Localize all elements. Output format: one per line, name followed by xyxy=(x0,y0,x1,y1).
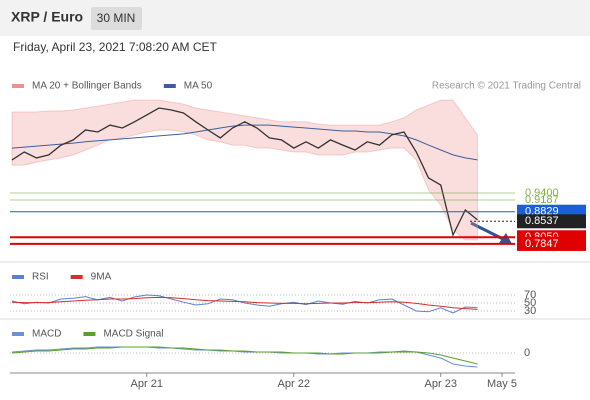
series-line xyxy=(11,296,478,310)
legend-label: MA 20 + Bollinger Bands xyxy=(32,81,142,92)
chart-title: XRP / Euro xyxy=(11,9,83,25)
legend-swatch xyxy=(12,84,24,88)
legend-label: RSI xyxy=(32,272,49,283)
legend-label: MACD xyxy=(32,329,61,340)
y-tick-label: 70 xyxy=(524,289,536,301)
series-line xyxy=(11,346,478,368)
series-line xyxy=(11,294,478,314)
price-line xyxy=(11,107,478,237)
timestamp: Friday, April 23, 2021 7:08:20 AM CET xyxy=(13,40,218,54)
level-label-box xyxy=(517,214,586,229)
legend-swatch xyxy=(83,332,96,336)
legend-swatch xyxy=(70,275,83,279)
legend-swatch xyxy=(12,275,24,279)
bollinger-band xyxy=(11,99,478,241)
x-tick-label: May 5 xyxy=(487,378,517,390)
x-tick-label: Apr 22 xyxy=(278,378,310,390)
level-label: 0.9187 xyxy=(525,194,559,206)
x-tick-label: Apr 23 xyxy=(425,378,457,390)
legend-label: MACD Signal xyxy=(103,329,163,340)
header-bar xyxy=(0,0,590,36)
level-label: 0.9400 xyxy=(525,187,559,199)
level-label-box xyxy=(517,236,586,251)
interval-label[interactable]: 30 MIN xyxy=(97,11,136,25)
x-tick-label: Apr 21 xyxy=(131,378,163,390)
legend-swatch xyxy=(163,84,176,88)
legend-swatch xyxy=(12,332,24,336)
legend-label: MA 50 xyxy=(184,81,213,92)
level-label: 0.8537 xyxy=(525,215,559,227)
series-line xyxy=(11,346,478,365)
y-tick-label: 30 xyxy=(524,305,536,317)
interval-button[interactable] xyxy=(91,7,142,30)
y-tick-label: 0 xyxy=(524,347,530,359)
legend-label: 9MA xyxy=(91,272,112,283)
forecast-arrowhead xyxy=(499,233,512,244)
y-tick-label: 50 xyxy=(524,297,536,309)
level-label: 0.7847 xyxy=(525,238,559,250)
source: Research © 2021 Trading Central xyxy=(432,81,581,92)
series-line xyxy=(11,124,478,161)
